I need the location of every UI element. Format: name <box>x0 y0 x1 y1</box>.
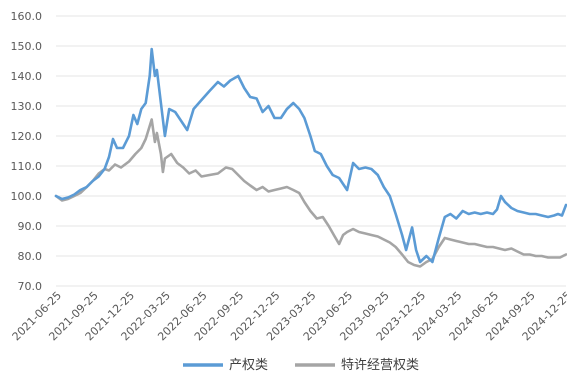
legend-label: 产权类 <box>229 357 268 373</box>
y-tick-label: 150.0 <box>11 40 43 53</box>
y-tick-label: 110.0 <box>11 160 43 173</box>
y-tick-label: 70.0 <box>18 280 43 293</box>
y-tick-label: 130.0 <box>11 100 43 113</box>
legend-label: 特许经营权类 <box>341 357 419 373</box>
y-tick-label: 140.0 <box>11 70 43 83</box>
y-tick-label: 120.0 <box>11 130 43 143</box>
y-tick-label: 100.0 <box>11 190 43 203</box>
x-axis-tick-labels: 2021-06-252021-09-252021-12-252022-03-25… <box>10 289 567 343</box>
y-tick-label: 90.0 <box>18 220 43 233</box>
y-tick-label: 160.0 <box>11 10 43 23</box>
series-lines <box>54 47 567 268</box>
y-axis-tick-labels: 160.0 150.0 140.0 130.0 120.0 110.0 100.0 90.0 8… <box>11 10 43 293</box>
gridlines <box>56 15 566 287</box>
y-tick-label: 80.0 <box>18 250 43 263</box>
series-line-2 <box>54 118 567 268</box>
series-line-1 <box>54 47 567 264</box>
legend: 产权类 特许经营权类 <box>183 357 419 373</box>
